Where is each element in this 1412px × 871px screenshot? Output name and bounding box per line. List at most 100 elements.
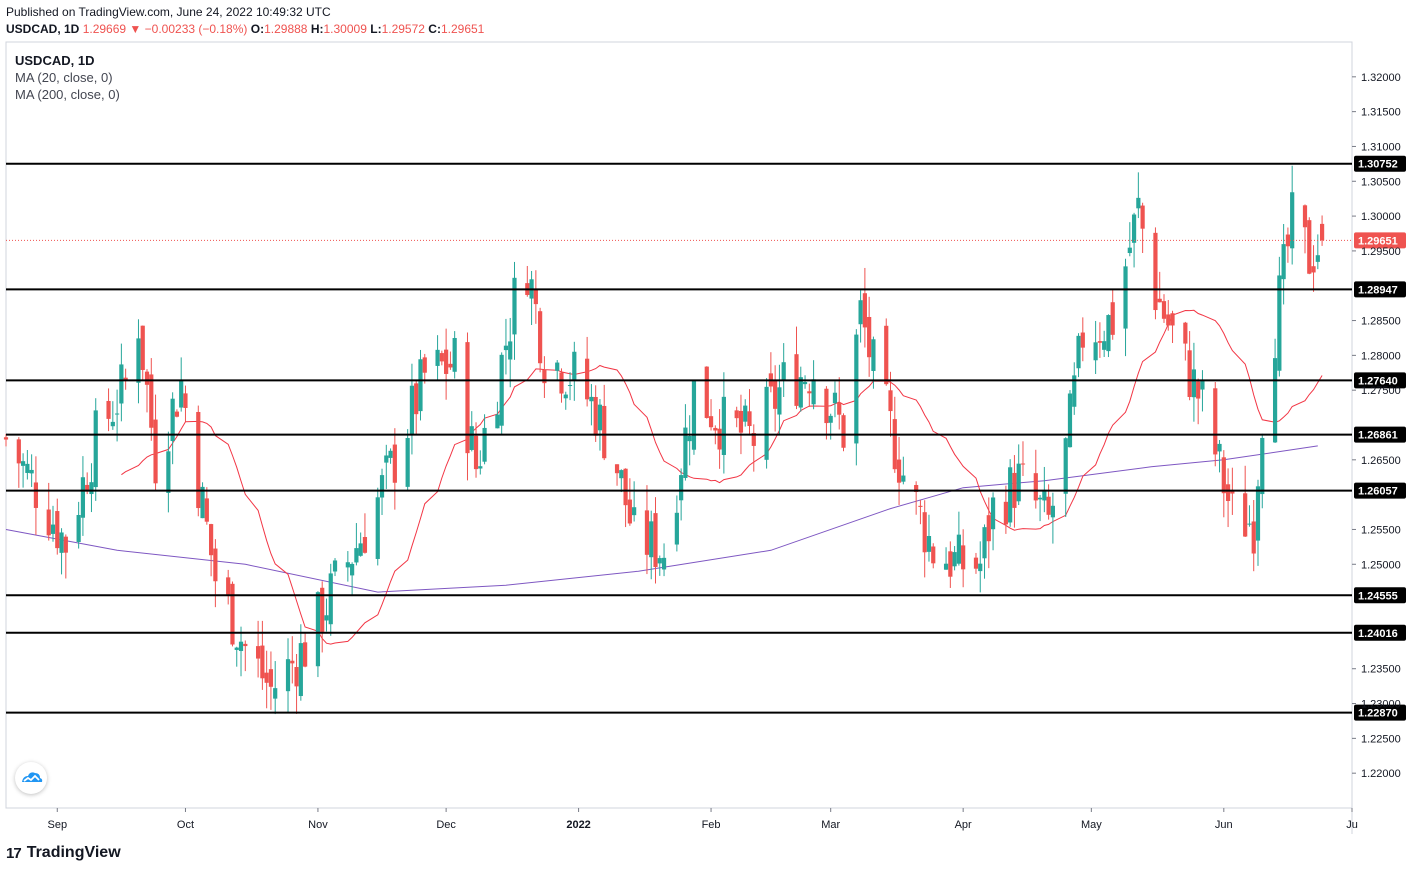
candle-body [990,497,996,530]
candle-body [85,484,90,492]
candle-body [46,509,51,536]
candle-body [1140,205,1145,229]
open-label: O: [250,22,265,36]
candle-body [25,463,30,473]
tradingview-cloud-icon[interactable] [15,762,47,794]
candle-body [1153,232,1158,311]
candle-body [1255,486,1261,541]
candle-body [952,552,957,567]
candle-body [593,396,598,436]
candle-body [268,669,274,687]
candle-body [811,379,816,405]
candle-body [294,667,299,687]
candle-body [858,300,863,325]
candle-body [63,536,68,553]
candle-body [50,524,56,534]
candle-body [1072,375,1077,407]
candle-body [973,557,979,569]
level-tag [1354,426,1406,443]
candle-body [653,513,658,568]
candle-body [1217,443,1222,452]
ma200-line [5,445,1318,593]
level-tag-label: 1.26057 [1358,486,1398,498]
candle-body [1251,521,1256,554]
candle-body [405,438,410,487]
candle-body [871,339,876,371]
candle-body [1200,380,1205,390]
candle-body [1127,247,1132,254]
candle-body [478,466,483,469]
candle-body [1281,244,1286,280]
candle-body [20,461,26,466]
candle-body [140,325,145,370]
candle-body [862,293,867,328]
candle-body [379,475,385,498]
candle-body [734,410,739,419]
candle-body [683,427,688,478]
legend-ma200[interactable]: MA (200, close, 0) [15,87,120,102]
footer-brand[interactable]: 17 TradingView [6,844,121,862]
level-tag-label: 1.30752 [1358,159,1398,171]
candle-body [679,475,684,501]
published-caption: Published on TradingView.com, June 24, 2… [6,5,331,19]
candle-body [602,405,607,459]
candle-body [473,435,479,470]
candle-body [538,311,543,364]
candle-body [418,359,423,412]
candle-body [1131,214,1137,243]
candle-body [1319,223,1325,241]
low-label: L: [370,22,382,36]
candle-body [1307,220,1312,274]
candle-body [213,548,218,582]
tradingview-logo-icon: 17 [6,844,22,862]
candle-body [1311,266,1316,273]
candle-body [209,524,214,556]
candle-body [978,563,983,572]
candle-body [166,451,171,493]
candle-body [1213,388,1218,455]
candle-body [328,573,333,625]
candle-body [469,426,474,450]
candle-body [110,421,115,427]
candle-body [119,364,124,404]
low-value: 1.29572 [381,22,425,36]
candle-body [888,390,893,412]
candle-body [738,410,744,433]
candle-body [93,410,98,488]
x-tick-label: Sep [47,819,67,831]
candle-body [29,469,34,474]
level-tag [1354,372,1406,389]
candle-body [452,337,457,372]
y-tick-label: 1.29500 [1361,246,1401,258]
candle-body [867,316,872,358]
candle-body [832,392,838,404]
candle-body [982,527,987,559]
candle-body [106,400,111,419]
candle-body [80,477,86,518]
candle-body [931,546,936,564]
candle-body [632,507,637,516]
candle-body [896,459,902,483]
legend-title: USDCAD, 1D [15,53,95,68]
candle-body [1225,484,1231,501]
candle-body [563,394,568,399]
symbol-timeframe: USDCAD, 1D [6,22,80,36]
candle-body [238,641,244,652]
candle-body [1230,490,1235,494]
candle-body [384,455,389,463]
y-tick-label: 1.26500 [1361,455,1401,467]
y-tick-label: 1.22500 [1361,733,1401,745]
candle-body [444,349,449,374]
candle-body [721,396,726,455]
candle-body [320,587,325,632]
candle-body [324,615,329,621]
level-tag-label: 1.24555 [1358,590,1398,602]
level-tag-label: 1.22870 [1358,708,1398,720]
candle-body [802,382,808,385]
candle-body [153,419,158,484]
candle-body [781,362,786,381]
candle-body [435,349,440,366]
legend-ma20[interactable]: MA (20, close, 0) [15,70,113,85]
x-tick-label: Feb [702,819,721,831]
